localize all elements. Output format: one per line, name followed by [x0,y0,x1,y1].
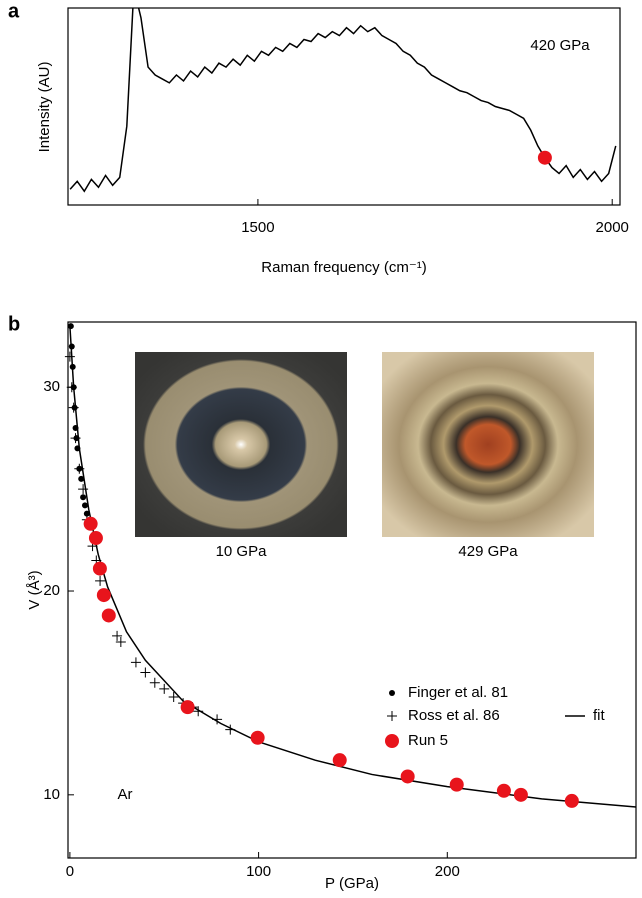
circle-marker [332,753,347,768]
plot-frame [67,7,621,206]
dot-marker [83,510,90,517]
legend-label: Run 5 [408,732,448,749]
legend-label: fit [593,707,606,724]
plus-marker [78,484,89,495]
highlight-point [537,150,552,165]
plus-marker [66,382,77,393]
plus-marker [149,677,160,688]
legend-label: Ross et al. 86 [408,707,500,724]
circle-marker [513,787,528,802]
dot-marker [74,445,81,452]
circle-marker [88,531,103,546]
x-tick-label: 2000 [596,219,629,236]
plus-marker [159,683,170,694]
plus-marker [140,667,151,678]
inset-caption: 10 GPa [216,543,268,560]
legend-marker [389,690,395,696]
y-tick-label: 10 [43,786,60,803]
plot-frame [67,321,637,859]
legend-label: Finger et al. 81 [408,684,508,701]
plus-marker [130,657,141,668]
plus-marker [115,636,126,647]
dot-marker [72,424,79,431]
dot-marker [67,323,74,330]
plus-marker [212,714,223,725]
plus-marker [64,351,75,362]
dot-marker [80,494,87,501]
inset-caption: 429 GPa [458,543,518,560]
circle-marker [96,588,111,603]
circle-marker [101,608,116,623]
plus-marker [95,575,106,586]
y-tick-label: 20 [43,582,60,599]
plus-marker [193,706,204,717]
annotation: Ar [118,786,133,803]
dot-marker [68,343,75,350]
circle-marker [250,730,265,745]
circle-marker [400,769,415,784]
x-tick-label: 0 [66,863,74,880]
y-axis-label: V (Å³) [26,570,43,609]
x-axis-label: P (GPa) [325,875,379,892]
circle-marker [564,793,579,808]
x-tick-label: 100 [246,863,271,880]
circle-marker [92,561,107,576]
annotation: 420 GPa [530,37,590,54]
circle-marker [496,783,511,798]
plus-marker [225,724,236,735]
x-axis-label: Raman frequency (cm⁻¹) [261,259,426,276]
circle-marker [180,700,195,715]
inset-photo [382,352,594,537]
plot-area [69,8,617,193]
legend-marker [385,734,399,748]
plus-marker [74,463,85,474]
panel-label: b [8,313,20,335]
plus-marker [168,691,179,702]
plus-marker [112,630,123,641]
legend-marker [387,711,397,721]
circle-marker [449,777,464,792]
plus-marker [68,402,79,413]
y-tick-label: 30 [43,378,60,395]
circle-marker [83,516,98,531]
y-axis-label: Intensity (AU) [36,62,53,153]
panel-label: a [8,0,20,22]
x-tick-label: 200 [435,863,460,880]
dot-marker [81,502,88,509]
dot-marker [78,475,85,482]
dot-marker [69,363,76,370]
plus-marker [70,433,81,444]
x-tick-label: 1500 [241,219,274,236]
inset-photo [135,352,347,537]
spectrum-line [69,8,617,193]
